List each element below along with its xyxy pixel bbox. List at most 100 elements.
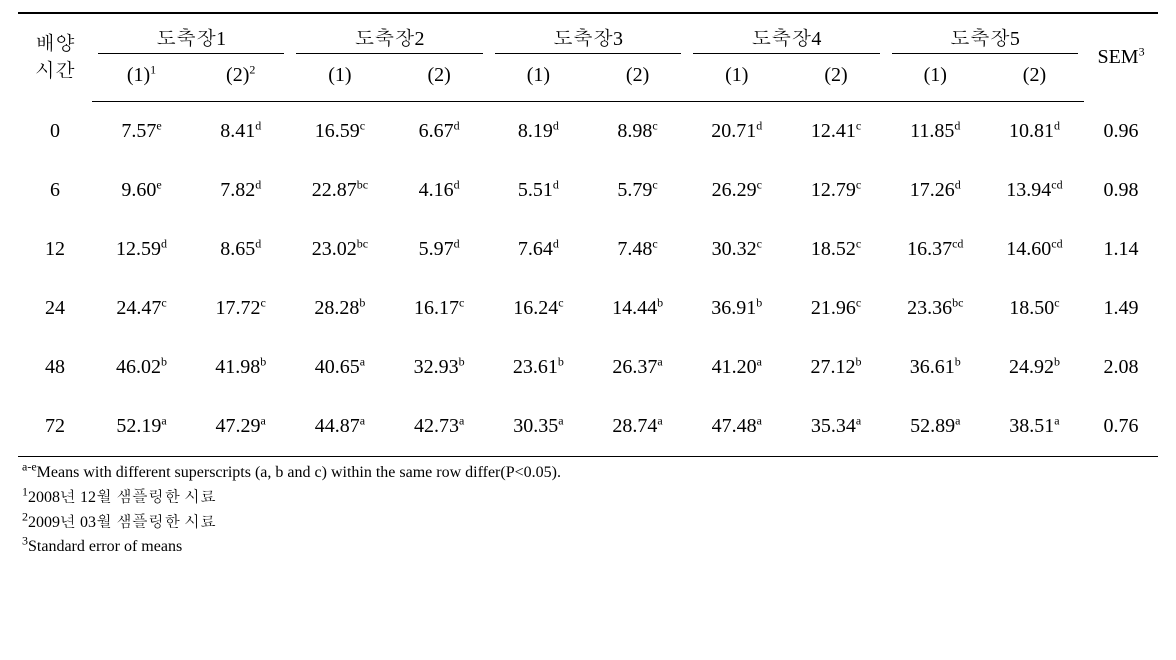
sem-label: SEM: [1097, 46, 1138, 68]
value-text: 22.87: [312, 179, 357, 201]
value-superscript: c: [856, 236, 861, 250]
col-header-sem: SEM3: [1084, 13, 1158, 102]
cell-value: 26.29c: [687, 161, 786, 220]
value-superscript: c: [757, 177, 762, 191]
value-superscript: b: [558, 354, 564, 368]
cell-value: 10.81d: [985, 102, 1084, 162]
cell-value: 16.37cd: [886, 220, 985, 279]
cell-value: 7.48c: [588, 220, 687, 279]
value-text: 12.79: [811, 179, 856, 201]
value-text: 47.48: [712, 415, 757, 437]
footnote-a-e: a-eMeans with different superscripts (a,…: [22, 461, 1158, 486]
group-label: 도축장3: [549, 14, 627, 53]
value-superscript: b: [856, 354, 862, 368]
value-superscript: d: [553, 236, 559, 250]
cell-value: 27.12b: [786, 338, 885, 397]
cell-value: 41.98b: [191, 338, 290, 397]
value-text: 23.02: [312, 238, 357, 260]
cell-value: 36.61b: [886, 338, 985, 397]
cell-sem: 1.49: [1084, 279, 1158, 338]
value-text: 18.52: [811, 238, 856, 260]
footnote-1: 12008년 12월 샘플링한 시료: [22, 486, 1158, 511]
value-text: 6.67: [419, 120, 454, 142]
value-superscript: a: [657, 354, 662, 368]
value-superscript: a: [955, 413, 960, 427]
value-text: 5.51: [518, 179, 553, 201]
col-group-1: 도축장1: [92, 13, 290, 54]
col-header-time: 배양 시간: [18, 13, 92, 102]
cell-value: 12.79c: [786, 161, 885, 220]
cell-sem: 1.14: [1084, 220, 1158, 279]
cell-value: 23.36bc: [886, 279, 985, 338]
cell-value: 14.60cd: [985, 220, 1084, 279]
value-superscript: d: [553, 118, 559, 132]
value-text: 46.02: [116, 356, 161, 378]
value-superscript: c: [558, 295, 563, 309]
value-text: 26.37: [612, 356, 657, 378]
cell-value: 8.19d: [489, 102, 588, 162]
value-superscript: b: [756, 295, 762, 309]
subcol-5-2: (2): [985, 54, 1084, 102]
value-superscript: d: [454, 236, 460, 250]
cell-value: 12.41c: [786, 102, 885, 162]
value-superscript: c: [856, 177, 861, 191]
cell-value: 17.72c: [191, 279, 290, 338]
value-text: 27.12: [811, 356, 856, 378]
value-text: 35.34: [811, 415, 856, 437]
cell-value: 47.48a: [687, 397, 786, 457]
value-text: 5.97: [419, 238, 454, 260]
cell-value: 24.47c: [92, 279, 191, 338]
value-text: 17.72: [216, 297, 261, 319]
value-superscript: d: [255, 118, 261, 132]
value-text: 21.96: [811, 297, 856, 319]
value-text: 36.61: [910, 356, 955, 378]
cell-value: 35.34a: [786, 397, 885, 457]
value-superscript: bc: [952, 295, 963, 309]
value-text: 8.19: [518, 120, 553, 142]
cell-value: 17.26d: [886, 161, 985, 220]
value-text: 8.65: [220, 238, 255, 260]
value-superscript: c: [652, 236, 657, 250]
cell-value: 30.35a: [489, 397, 588, 457]
cell-value: 8.98c: [588, 102, 687, 162]
value-superscript: c: [652, 118, 657, 132]
value-text: 4.16: [419, 179, 454, 201]
cell-value: 52.19a: [92, 397, 191, 457]
value-text: 28.74: [612, 415, 657, 437]
subcol-2-1: (1): [290, 54, 389, 102]
value-superscript: d: [553, 177, 559, 191]
value-superscript: d: [1054, 118, 1060, 132]
value-text: 24.47: [116, 297, 161, 319]
value-superscript: a: [360, 354, 365, 368]
cell-time: 6: [18, 161, 92, 220]
cell-value: 38.51a: [985, 397, 1084, 457]
value-text: 38.51: [1009, 415, 1054, 437]
subcol-4-1: (1): [687, 54, 786, 102]
subcol-3-1: (1): [489, 54, 588, 102]
cell-value: 16.24c: [489, 279, 588, 338]
value-superscript: e: [156, 177, 161, 191]
value-superscript: a: [1054, 413, 1059, 427]
value-text: 41.98: [215, 356, 260, 378]
value-text: 10.81: [1009, 120, 1054, 142]
value-text: 14.60: [1006, 238, 1051, 260]
value-superscript: a: [161, 413, 166, 427]
cell-time: 72: [18, 397, 92, 457]
value-text: 8.98: [617, 120, 652, 142]
value-superscript: c: [856, 295, 861, 309]
cell-value: 40.65a: [290, 338, 389, 397]
value-text: 16.59: [315, 120, 360, 142]
value-superscript: b: [1054, 354, 1060, 368]
value-superscript: a: [856, 413, 861, 427]
cell-value: 7.64d: [489, 220, 588, 279]
table-body: 07.57e8.41d16.59c6.67d8.19d8.98c20.71d12…: [18, 102, 1158, 457]
cell-sem: 0.96: [1084, 102, 1158, 162]
group-rule: [693, 53, 879, 54]
value-text: 11.85: [910, 120, 954, 142]
value-superscript: d: [161, 236, 167, 250]
value-text: 18.50: [1009, 297, 1054, 319]
subcol-1-2: (2)2: [191, 54, 290, 102]
cell-value: 30.32c: [687, 220, 786, 279]
value-superscript: cd: [952, 236, 963, 250]
value-text: 13.94: [1006, 179, 1051, 201]
